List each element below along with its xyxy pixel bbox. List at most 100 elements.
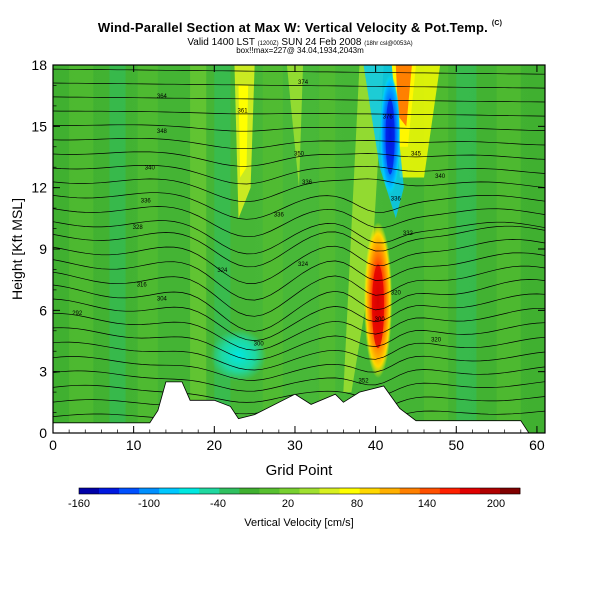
contour-label: 376 [383, 115, 394, 121]
terrain-profile [52, 381, 545, 434]
chart-title: Wind-Parallel Section at Max W: Vertical… [97, 20, 503, 35]
contour-line [53, 82, 545, 89]
y-tick-label: 3 [39, 364, 47, 380]
cyan-region [210, 329, 267, 382]
colorbar-swatch [399, 488, 421, 494]
field-band [456, 65, 477, 433]
pot-temp-labels: 292 300 300 304 316 320 320 324 324 328 332 336 336 3… [72, 80, 446, 384]
y-tick-label: 12 [31, 180, 47, 196]
contour-line [53, 293, 545, 341]
contour-label: 336 [302, 180, 313, 186]
x-axis-label: Grid Point [266, 462, 334, 479]
contour-label: 304 [157, 297, 168, 303]
x-tick-label: 10 [126, 437, 142, 453]
contour-label: 300 [375, 317, 386, 323]
contour-label: 361 [238, 108, 249, 114]
contour-label: 345 [411, 151, 422, 157]
field-band [262, 65, 283, 433]
y-tick-label: 18 [31, 57, 47, 73]
contour-line [53, 351, 545, 381]
colorbar-tick-label: 80 [351, 498, 363, 510]
colorbar-frame [78, 487, 521, 495]
colorbar-swatch [279, 488, 300, 494]
contour-line [53, 124, 545, 132]
colorbar-swatch [159, 488, 180, 494]
contour-line [53, 137, 545, 150]
field-streak [343, 65, 384, 393]
colorbar-swatch [179, 488, 200, 494]
contour-label: 350 [294, 151, 305, 157]
contour-line [53, 279, 545, 332]
contour-line [53, 307, 545, 351]
field-band [190, 65, 207, 433]
colorbar-swatch [139, 488, 160, 494]
y-tick-label: 15 [31, 118, 47, 134]
colorbar-swatch [419, 488, 441, 494]
contour-label: 336 [274, 213, 285, 219]
contour-line [53, 322, 545, 361]
field-band [496, 65, 521, 433]
colorbar-swatch [359, 488, 381, 494]
downdraft-core-inner [385, 98, 395, 175]
contour-line [53, 164, 545, 185]
contour-line [53, 366, 545, 392]
contour-label: 336 [141, 198, 152, 204]
contour-line [53, 265, 545, 317]
colorbar-swatch [439, 488, 461, 494]
x-tick-label: 0 [49, 437, 57, 453]
y-axis-label: Height [Kft MSL] [9, 198, 25, 300]
colorbar-swatch [199, 488, 220, 494]
chart-max-line: box!!max=227@ 34.04,1934,2043m [236, 46, 364, 55]
contour-label: 316 [137, 282, 148, 288]
x-tick-label: 60 [529, 437, 545, 453]
contour-label: 348 [157, 129, 168, 135]
y-tick-label: 9 [39, 241, 47, 257]
colorbar-swatch [79, 488, 100, 494]
colorbar-tick-label: -40 [210, 498, 226, 510]
contour-label: 320 [391, 290, 402, 296]
x-tick-label: 40 [368, 437, 384, 453]
x-tick-label: 20 [207, 437, 223, 453]
contour-line [53, 96, 545, 103]
contour-line [53, 336, 545, 371]
colorbar-tick-label: -160 [68, 498, 90, 510]
contour-label: 352 [359, 378, 370, 384]
chart-valid-line: Valid 1400 LST (1200Z) SUN 24 Feb 2008 (… [187, 37, 413, 48]
colorbar-swatch [499, 488, 521, 494]
colorbar-tick-label: 20 [282, 498, 294, 510]
colorbar-swatch [259, 488, 280, 494]
x-tick-label: 50 [448, 437, 464, 453]
contour-label: 300 [254, 342, 265, 348]
contour-label: 292 [72, 311, 83, 317]
axes: 0 10 20 30 40 50 60 0 3 6 9 12 15 18 [31, 57, 545, 453]
contour-line [53, 220, 545, 255]
contour-label: 364 [157, 94, 168, 100]
contour-line [53, 178, 545, 203]
colorbar-swatch [339, 488, 361, 494]
contour-label: 328 [133, 225, 144, 231]
colorbar-swatch [239, 488, 260, 494]
updraft-core-inner [372, 264, 385, 349]
x-tick-label: 30 [287, 437, 303, 453]
field-band [69, 65, 94, 433]
contour-line [53, 225, 545, 268]
contour-line [53, 110, 545, 117]
contour-label: 340 [145, 166, 156, 172]
contour-label: 320 [431, 337, 442, 343]
field-band [319, 65, 336, 433]
colorbar-swatch [119, 488, 140, 494]
pot-temp-contours [53, 68, 545, 426]
colorbar-label: Vertical Velocity [cm/s] [244, 517, 353, 529]
contour-line [53, 192, 545, 220]
contour-label: 336 [391, 196, 402, 202]
field-band [109, 65, 126, 433]
contour-line [53, 252, 545, 301]
contour-line [53, 381, 545, 403]
colorbar-tick-label: -100 [138, 498, 160, 510]
contour-line [53, 239, 545, 284]
terrain [52, 381, 545, 434]
y-tick-label: 0 [39, 425, 47, 441]
contour-label: 324 [298, 262, 309, 268]
colorbar-swatch [99, 488, 120, 494]
